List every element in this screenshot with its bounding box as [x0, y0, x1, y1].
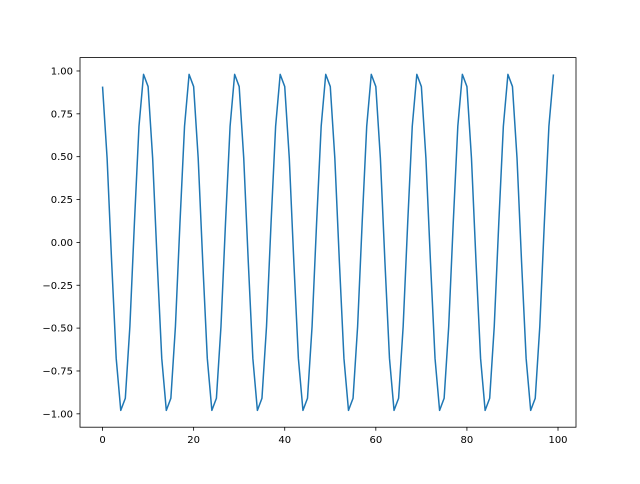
series-line — [101, 73, 555, 412]
y-tick-label: −0.25 — [42, 281, 73, 292]
y-tick-label: 0.50 — [51, 152, 73, 163]
y-tick-label: 0.75 — [51, 109, 73, 120]
series-group — [101, 73, 555, 412]
y-tick-label: 0.00 — [51, 238, 73, 249]
x-tick-label: 20 — [187, 435, 200, 446]
x-tick-label: 100 — [548, 435, 567, 446]
y-tick-label: −1.00 — [42, 409, 73, 420]
x-tick-label: 60 — [369, 435, 382, 446]
y-tick-label: −0.50 — [42, 324, 73, 335]
y-tick-label: −0.75 — [42, 366, 73, 377]
x-tick-label: 40 — [278, 435, 291, 446]
x-tick-label: 0 — [99, 435, 105, 446]
axis-ticks: 0 20 40 60 80 100 −1.00 −0.75 −0.50 −0.25 0.00 0.25… — [42, 66, 567, 446]
axes-frame — [79, 57, 577, 428]
y-tick-label: 0.25 — [51, 195, 73, 206]
y-tick-label: 1.00 — [51, 66, 73, 77]
x-tick-label: 80 — [461, 435, 474, 446]
